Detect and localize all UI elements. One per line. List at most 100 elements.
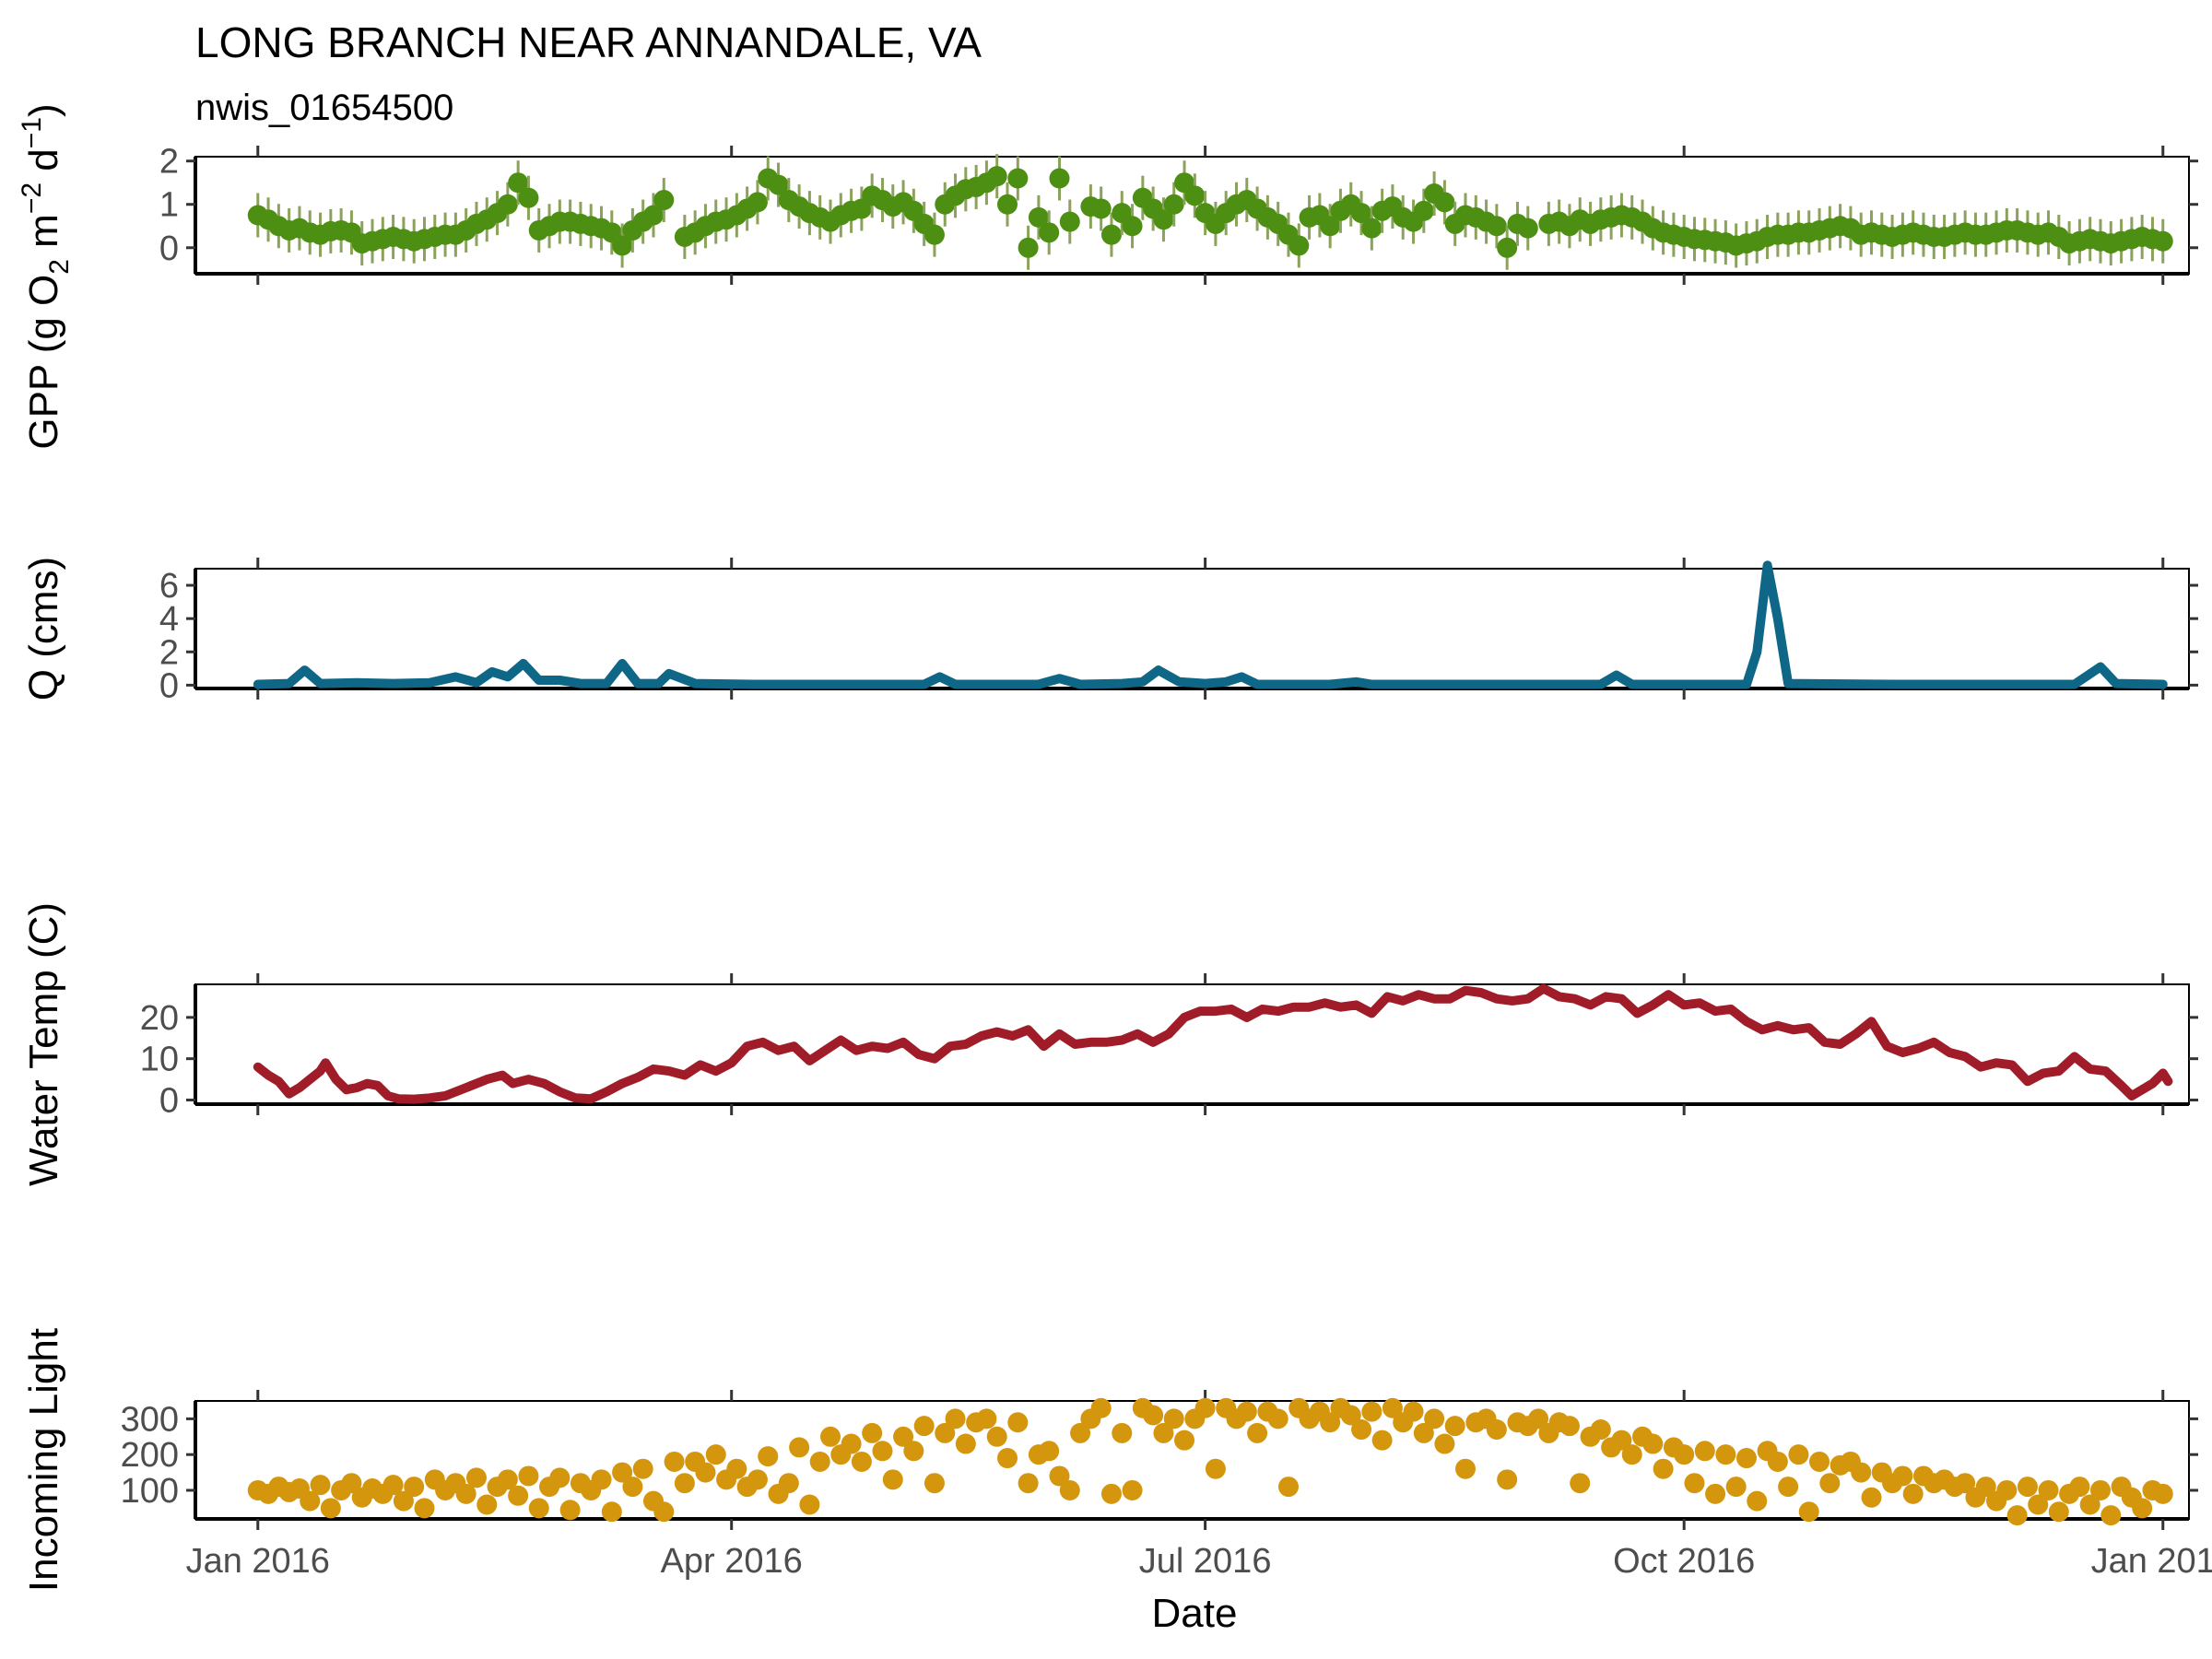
- data-point: [549, 1467, 571, 1488]
- x-axis-label: Date: [1152, 1591, 1238, 1636]
- data-point: [882, 1469, 903, 1490]
- y-tick-label: 300: [121, 1400, 179, 1439]
- data-point: [862, 1422, 883, 1443]
- data-point: [622, 1477, 643, 1498]
- data-point: [1454, 1458, 1476, 1479]
- y-tick-label: 20: [140, 999, 179, 1038]
- data-point: [497, 1469, 518, 1490]
- data-point: [1735, 1448, 1757, 1469]
- data-point: [1434, 192, 1455, 213]
- data-point: [612, 235, 633, 256]
- data-point: [1444, 1416, 1465, 1437]
- data-point: [1236, 1401, 1257, 1422]
- data-point: [1403, 1401, 1424, 1422]
- data-point: [1247, 1422, 1268, 1443]
- data-point: [705, 1444, 726, 1465]
- data-point: [1153, 1422, 1174, 1443]
- data-point: [1194, 1397, 1216, 1418]
- chart-title: LONG BRANCH NEAR ANNANDALE, VA: [195, 18, 982, 66]
- data-point: [1267, 1408, 1288, 1430]
- data-point: [924, 1473, 945, 1494]
- y-axis-label-part: ): [21, 103, 66, 117]
- data-point: [1809, 1451, 1830, 1472]
- x-tick-label: Jan 2017: [2091, 1542, 2212, 1581]
- y-tick-label: 2: [159, 143, 179, 182]
- data-point: [1039, 1441, 1060, 1462]
- chart-subtitle: nwis_01654500: [195, 88, 453, 128]
- data-point: [1382, 1397, 1403, 1418]
- x-tick-label: Jan 2016: [186, 1542, 330, 1581]
- data-point: [1486, 216, 1507, 237]
- series-line-wtemp: [253, 983, 2173, 1104]
- data-point: [1351, 1419, 1372, 1441]
- data-point: [1955, 1473, 1976, 1494]
- data-point: [1277, 1477, 1299, 1498]
- data-point: [913, 1416, 935, 1437]
- y-axis-label-part: m: [21, 214, 66, 259]
- data-point: [935, 1422, 956, 1443]
- data-point: [893, 1426, 914, 1447]
- data-point: [1434, 1433, 1455, 1454]
- data-point: [1007, 168, 1029, 189]
- data-point: [1049, 1465, 1070, 1487]
- data-point: [1996, 1479, 2018, 1500]
- x-tick-label: Oct 2016: [1613, 1542, 1755, 1581]
- y-axis-label-part: d: [21, 148, 66, 182]
- data-point: [747, 192, 768, 213]
- y-tick-label: 4: [159, 600, 179, 639]
- data-point: [1351, 203, 1372, 224]
- data-point: [2152, 1483, 2173, 1504]
- y-tick-label: 200: [121, 1436, 179, 1475]
- data-point: [1371, 1430, 1393, 1451]
- data-point: [1861, 1487, 1882, 1508]
- data-point: [2069, 1477, 2090, 1498]
- data-point: [674, 1473, 695, 1494]
- data-point: [1018, 237, 1039, 258]
- data-point: [653, 190, 675, 211]
- y-tick-label: 0: [159, 1082, 179, 1121]
- data-point: [1143, 1405, 1164, 1426]
- data-point: [1112, 1422, 1133, 1443]
- data-point: [903, 1441, 924, 1462]
- y-axis-label-part: −1: [17, 117, 47, 148]
- data-point: [1892, 1465, 1913, 1487]
- data-point: [465, 1467, 487, 1488]
- data-point: [632, 1458, 653, 1479]
- data-point: [1090, 198, 1112, 219]
- data-point: [1621, 1444, 1642, 1465]
- data-point: [1413, 1422, 1434, 1443]
- data-point: [518, 187, 539, 208]
- data-point: [1486, 1419, 1507, 1441]
- data-point: [1684, 1473, 1705, 1494]
- x-tick-label: Apr 2016: [661, 1542, 803, 1581]
- data-point: [1340, 1405, 1361, 1426]
- data-point: [497, 194, 518, 215]
- data-point: [1528, 1408, 1549, 1430]
- y-axis-label-part: GPP (g O: [21, 275, 66, 450]
- y-axis-label: Incoming Light: [21, 1328, 66, 1592]
- y-tick-label: 100: [121, 1472, 179, 1511]
- data-point: [2132, 1498, 2153, 1519]
- y-axis-label-part: −2: [17, 182, 47, 214]
- data-point: [1320, 1412, 1341, 1433]
- data-point: [2017, 1477, 2038, 1498]
- y-tick-label: 10: [140, 1041, 179, 1079]
- data-point: [789, 1437, 810, 1458]
- data-point: [819, 1426, 841, 1447]
- y-axis-label-part: 2: [44, 259, 75, 275]
- data-point: [1819, 1473, 1841, 1494]
- y-axis-label: Q (cms): [21, 557, 66, 700]
- data-point: [1674, 1444, 1695, 1465]
- data-point: [1122, 1479, 1143, 1500]
- y-tick-label: 0: [159, 666, 179, 705]
- data-point: [924, 224, 945, 245]
- data-point: [518, 1465, 539, 1487]
- data-point: [1851, 1462, 1872, 1483]
- data-point: [1361, 1401, 1382, 1422]
- data-point: [300, 1490, 321, 1512]
- data-point: [508, 1485, 529, 1506]
- data-point: [997, 1448, 1018, 1469]
